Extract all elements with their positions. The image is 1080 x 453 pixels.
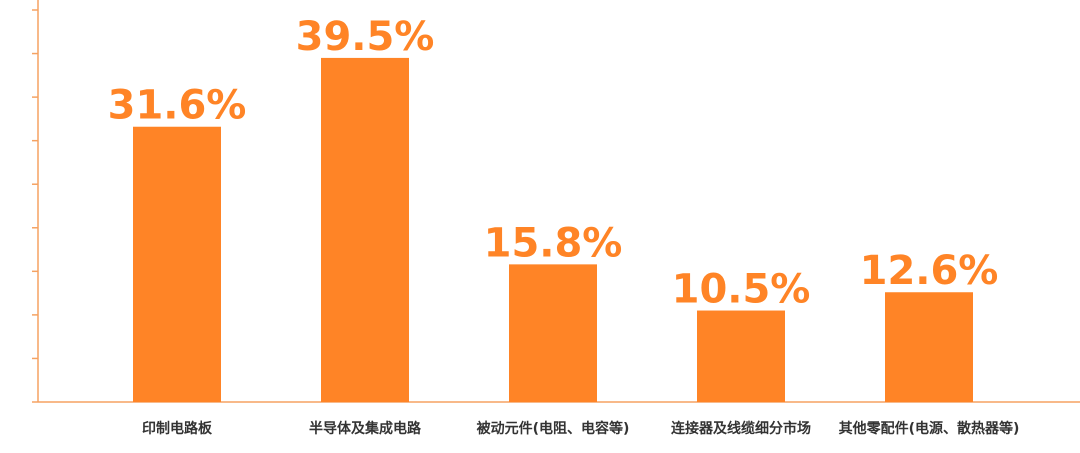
value-label: 12.6%	[860, 248, 999, 294]
x-tick-label: 半导体及集成电路	[309, 420, 422, 437]
bar	[509, 264, 597, 402]
x-tick-label: 被动元件(电阻、电容等)	[477, 420, 630, 437]
value-label: 15.8%	[484, 220, 623, 266]
value-label: 39.5%	[296, 14, 435, 60]
bar	[885, 292, 973, 402]
bar	[697, 310, 785, 402]
x-tick-label: 印制电路板	[142, 420, 213, 437]
x-tick-label: 连接器及线缆细分市场	[671, 420, 811, 437]
bar	[133, 126, 221, 403]
bar	[321, 57, 409, 403]
value-label: 31.6%	[108, 83, 247, 129]
x-tick-label: 其他零配件(电源、散热器等)	[839, 420, 1020, 437]
value-label: 10.5%	[672, 267, 811, 313]
